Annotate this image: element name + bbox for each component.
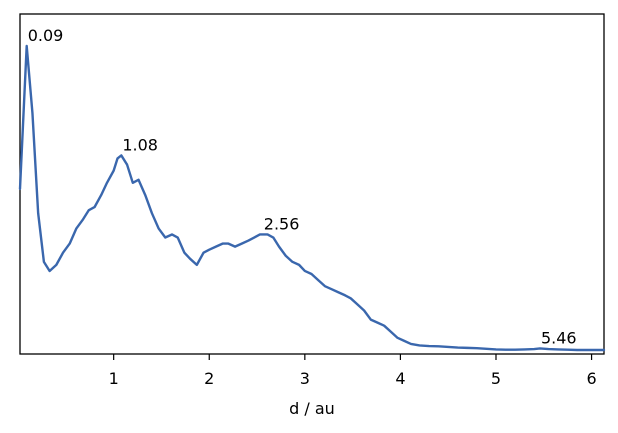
peak-label: 1.08 [122,135,158,154]
x-tick-label: 2 [204,369,214,388]
x-axis-label: d / au [289,399,335,418]
x-tick-label: 6 [586,369,596,388]
peak-label: 2.56 [264,214,300,233]
peak-annotations: 0.09 1.08 2.56 5.46 [28,26,577,347]
series-line [18,44,606,352]
peak-label: 0.09 [28,26,64,45]
x-tick-label: 1 [109,369,119,388]
peak-label: 5.46 [541,328,577,347]
x-tick-label: 5 [491,369,501,388]
x-tick-label: 3 [300,369,310,388]
x-ticks: 1 2 3 4 5 6 [109,354,597,388]
x-tick-label: 4 [395,369,405,388]
